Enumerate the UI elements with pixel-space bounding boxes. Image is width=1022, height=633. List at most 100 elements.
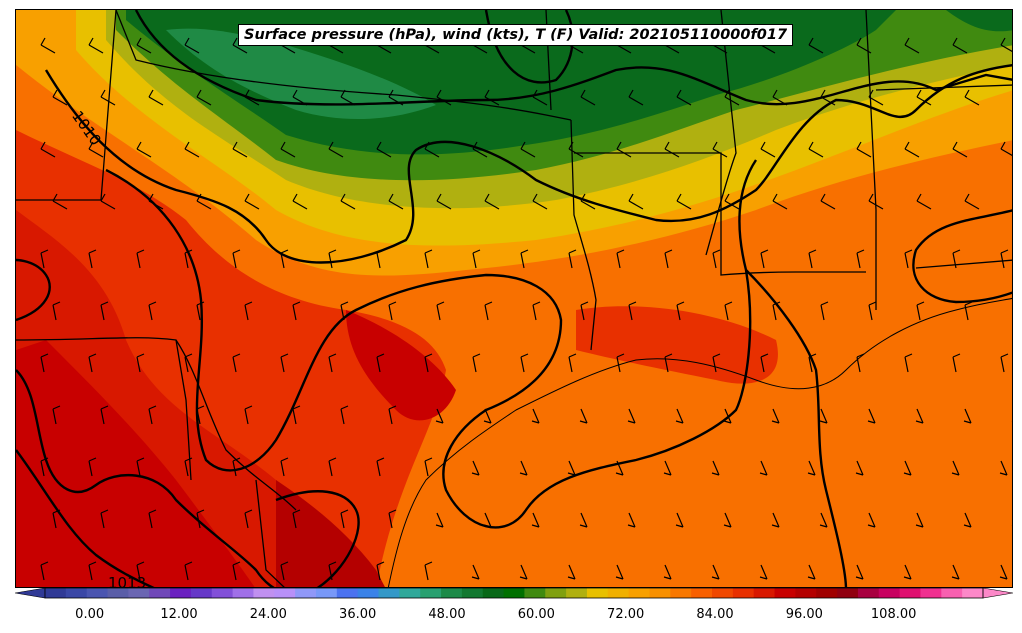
wind-barb [760, 141, 776, 158]
wind-barb [676, 89, 692, 106]
wind-barb [376, 561, 385, 581]
colorbar-cell [128, 588, 150, 598]
colorbar-border [44, 588, 984, 599]
wind-barb [196, 405, 205, 425]
colorbar-cell [962, 588, 984, 598]
wind-barb [579, 408, 588, 424]
wind-barb [867, 512, 876, 528]
wind-barb [376, 457, 385, 477]
wind-barb [88, 457, 97, 477]
wind-barb [483, 408, 492, 424]
wind-barb [424, 353, 433, 373]
colorbar-cell [107, 588, 129, 598]
wind-barb [724, 301, 733, 321]
isobar-8 [16, 449, 155, 587]
colorbar-tick-label: 0.00 [75, 607, 105, 622]
wind-barb [952, 353, 961, 373]
wind-barb [136, 457, 145, 477]
colorbar-tick-label: 84.00 [696, 607, 734, 622]
isobar-7 [16, 369, 275, 587]
colorbar-cell [503, 588, 525, 598]
wind-barb [760, 353, 769, 373]
wind-barb [855, 460, 864, 476]
colorbar-tick-label: 108.00 [870, 607, 917, 622]
wind-barb [772, 301, 781, 321]
wind-barb [472, 141, 488, 158]
isobar-10 [912, 209, 1012, 304]
wind-barb [664, 353, 673, 373]
wind-barb [1011, 525, 1012, 526]
colorbar-cell [649, 588, 671, 598]
wind-barb [856, 249, 865, 269]
wind-barb [904, 141, 920, 158]
wind-barb [724, 193, 740, 210]
colorbar-cell [461, 588, 484, 598]
map-title: Surface pressure (hPa), wind (kts), T (F… [238, 24, 794, 46]
wind-barb [712, 249, 721, 269]
wind-barb [951, 460, 960, 476]
colorbar-cell [545, 588, 567, 598]
wind-barb [999, 460, 1008, 476]
wind-barb [568, 141, 584, 158]
wind-barb [580, 193, 596, 210]
colorbar [15, 588, 1013, 599]
wind-barb [88, 561, 97, 581]
colorbar-tick-label: 60.00 [517, 607, 555, 622]
wind-barb [424, 457, 433, 477]
colorbar-cell [170, 588, 192, 598]
colorbar-tick-label: 12.00 [160, 607, 198, 622]
wind-barb [856, 353, 865, 373]
wind-barb [100, 509, 109, 529]
wind-barb [916, 301, 925, 321]
wind-barb [483, 512, 492, 528]
wind-barb [184, 457, 193, 477]
wind-barb [856, 37, 872, 54]
wind-barb [759, 564, 768, 580]
colorbar-tick-label: 36.00 [339, 607, 377, 622]
wind-barb [244, 193, 260, 210]
wind-barb [820, 89, 836, 106]
wind-barb [340, 405, 349, 425]
wind-barb [196, 509, 205, 529]
wind-barb [723, 512, 732, 528]
isobar-5 [105, 159, 757, 529]
wind-barb [628, 301, 637, 321]
wind-barb [244, 89, 260, 106]
wind-barb [820, 193, 836, 210]
wind-barb [280, 561, 289, 581]
wind-barb [136, 353, 145, 373]
wind-barb [1000, 37, 1012, 52]
wind-barb [471, 564, 480, 580]
colorbar-cell [941, 588, 963, 598]
wind-barb [963, 512, 972, 528]
wind-barb [328, 457, 337, 477]
wind-barb [519, 460, 528, 476]
wind-barb [40, 37, 56, 54]
wind-barb [232, 37, 248, 54]
wind-barbs [40, 37, 1012, 581]
colorbar-tick-label: 96.00 [785, 607, 823, 622]
wind-barb [148, 301, 157, 321]
wind-barb [520, 353, 529, 373]
wind-barb [856, 141, 872, 158]
colorbar-tick-label: 24.00 [249, 607, 287, 622]
wind-barb [424, 561, 433, 581]
colorbar-cell [566, 588, 588, 598]
wind-barb [520, 249, 529, 269]
wind-barb [999, 564, 1008, 580]
wind-barb [819, 408, 828, 424]
wind-barb [567, 460, 576, 476]
hottest-zone-south [276, 480, 385, 587]
colorbar-cell [378, 588, 400, 598]
wind-barb [916, 193, 932, 210]
wind-barb [472, 353, 481, 373]
wind-barb [915, 408, 924, 424]
colorbar-cell [211, 588, 234, 598]
wind-barb [471, 460, 480, 476]
colorbar-cell [253, 588, 275, 598]
colorbar-cell [232, 588, 254, 598]
colorbar-cell [524, 588, 546, 598]
wind-barb [436, 193, 452, 210]
wind-barb [616, 353, 625, 373]
state-borders [16, 10, 1012, 587]
